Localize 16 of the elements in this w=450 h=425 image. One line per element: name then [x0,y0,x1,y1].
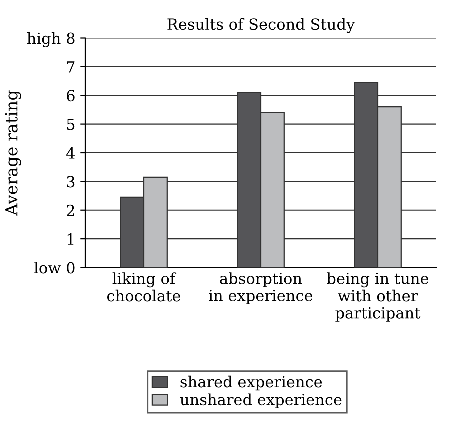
x-tick-label: being in tune with other participant [327,272,429,322]
x-tick-label: absorption in experience [209,272,313,305]
y-tick-label: 4 [66,147,76,159]
chart-title: Results of Second Study [168,18,356,34]
y-axis-title: Average rating [5,90,22,216]
y-tick-label: high 8 [27,32,75,48]
x-tick-label: liking of chocolate [108,272,180,302]
y-tick-label: 3 [67,176,75,188]
y-tick-label: 7 [67,62,75,73]
y-tick-label: 2 [67,204,74,216]
legend-label: shared experience [180,376,322,391]
y-tick-label: low 0 [34,262,75,274]
y-tick-label: 6 [67,90,75,102]
y-tick-label: 5 [67,118,75,130]
legend-label: unshared experience [180,394,342,409]
y-tick-label: 1 [68,234,74,245]
